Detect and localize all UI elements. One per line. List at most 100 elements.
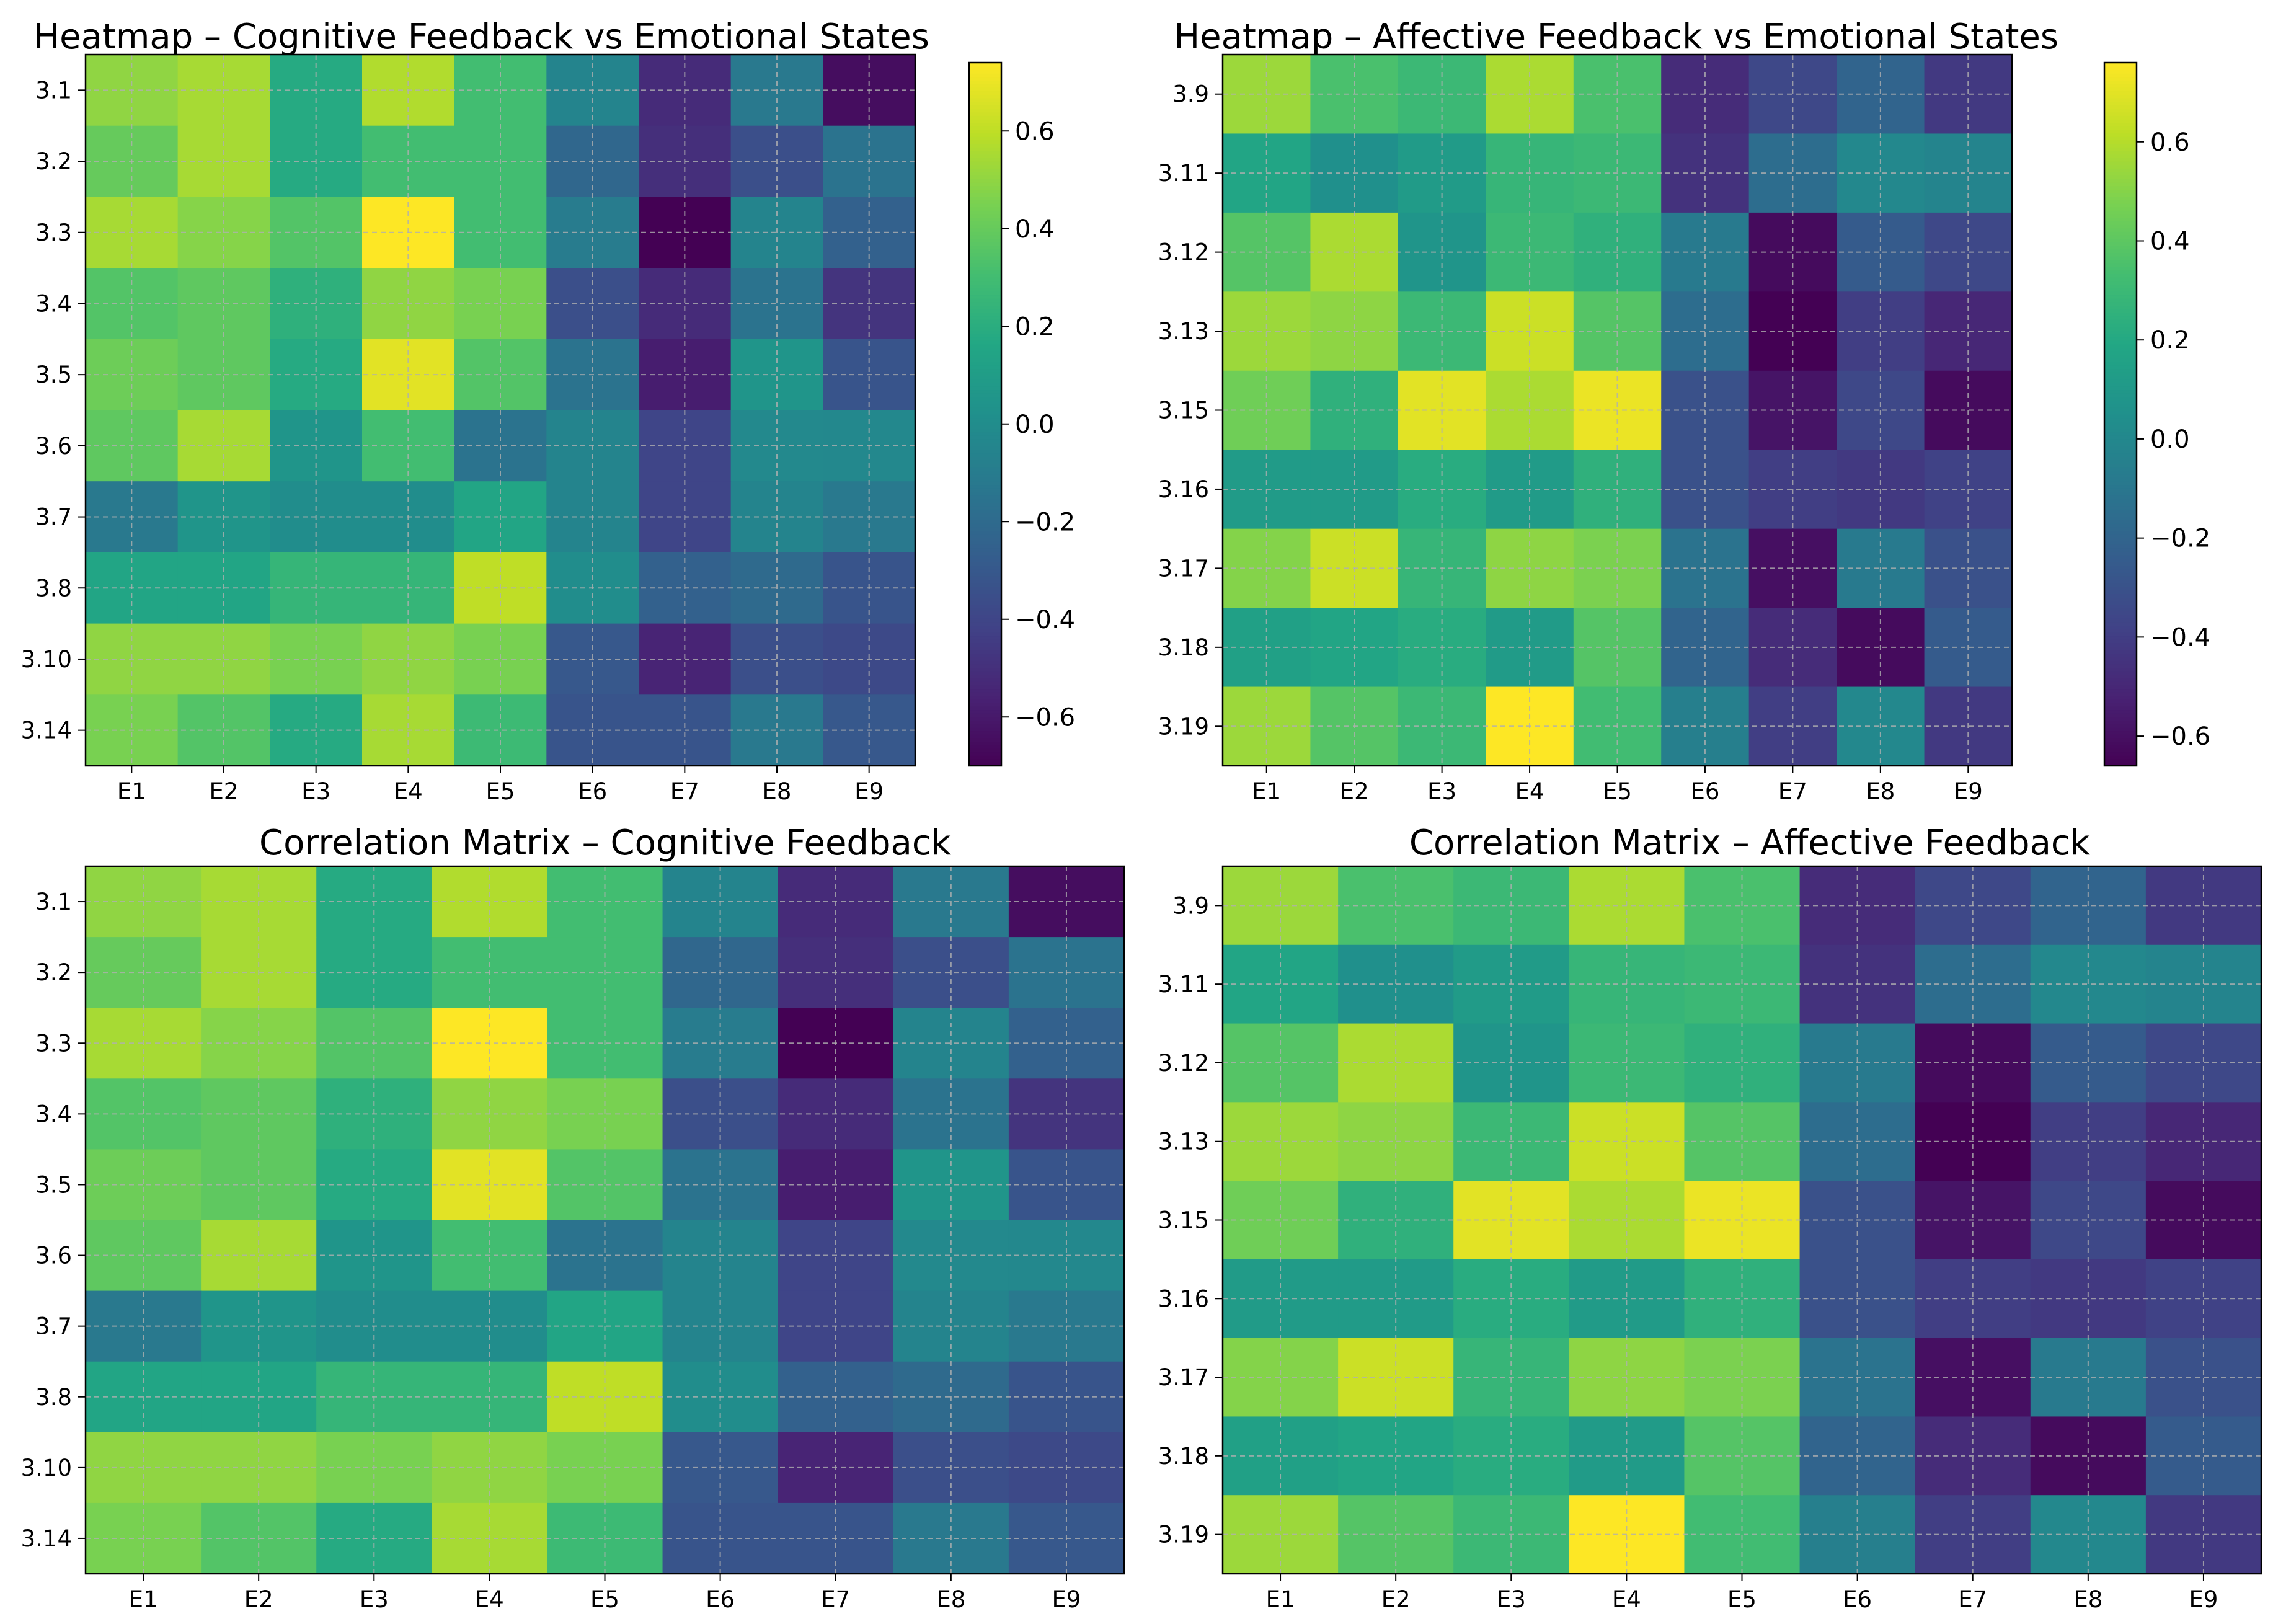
colorbar-segment <box>2104 618 2137 623</box>
colorbar-segment <box>969 259 1001 264</box>
colorbar-segment <box>2104 562 2137 566</box>
colorbar-segment <box>969 730 1001 735</box>
colorbar-segment <box>2104 657 2137 661</box>
colorbar-segment <box>969 150 1001 155</box>
colorbar-segment <box>2104 533 2137 538</box>
y-tick-label: 3.11 <box>1158 160 1209 187</box>
colorbar-segment <box>969 263 1001 267</box>
colorbar-segment <box>969 632 1001 637</box>
colorbar-segment <box>969 308 1001 313</box>
colorbar-segment <box>2104 266 2137 271</box>
colorbar-segment <box>2104 368 2137 373</box>
colorbar-segment <box>969 273 1001 278</box>
colorbar-segment <box>2104 228 2137 232</box>
colorbar-segment <box>969 615 1001 619</box>
colorbar-segment <box>2104 727 2137 732</box>
colorbar-segment <box>969 66 1001 71</box>
colorbar-segment <box>2104 653 2137 658</box>
colorbar-segment <box>969 530 1001 535</box>
colorbar-segment <box>969 477 1001 482</box>
colorbar-segment <box>969 660 1001 665</box>
colorbar-segment <box>969 203 1001 208</box>
colorbar-segment <box>2104 284 2137 288</box>
colorbar-segment <box>969 301 1001 306</box>
colorbar-segment <box>2104 421 2137 425</box>
y-tick-label: 3.9 <box>1172 81 1209 108</box>
colorbar-segment <box>2104 523 2137 528</box>
colorbar-segment <box>969 509 1001 513</box>
colorbar-segment <box>2104 502 2137 507</box>
colorbar-segment <box>969 691 1001 696</box>
x-tick-label: E1 <box>117 778 146 805</box>
colorbar-segment <box>969 467 1001 471</box>
colorbar-segment <box>2104 182 2137 187</box>
colorbar-segment <box>2104 150 2137 155</box>
y-tick-label: 3.12 <box>1158 239 1209 266</box>
colorbar-segment <box>969 287 1001 292</box>
colorbar-segment <box>969 347 1001 352</box>
colorbar-segment <box>2104 76 2137 81</box>
colorbar-segment <box>2104 340 2137 345</box>
colorbar-segment <box>969 618 1001 623</box>
y-tick-label: 3.17 <box>1158 555 1209 582</box>
colorbar-tick-label: 0.6 <box>2150 128 2190 157</box>
colorbar-segment <box>2104 389 2137 394</box>
colorbar-segment <box>969 118 1001 123</box>
colorbar: 0.6 0.4 0.2 0.0 −0.2 −0.4 −0.6 <box>2103 61 2210 767</box>
colorbar-segment <box>2104 122 2137 126</box>
colorbar-segment <box>2104 298 2137 303</box>
colorbar-segment <box>2104 291 2137 296</box>
x-tick-label: E8 <box>763 778 792 805</box>
colorbar-segment <box>969 734 1001 739</box>
colorbar-segment <box>969 73 1001 78</box>
colorbar-segment <box>969 319 1001 324</box>
colorbar-segment <box>969 105 1001 109</box>
x-tick-label: E8 <box>2073 1586 2102 1613</box>
colorbar-tick-label: 0.4 <box>2150 227 2190 255</box>
x-tick-label: E3 <box>1497 1586 1526 1613</box>
colorbar-segment <box>2104 326 2137 331</box>
x-tick-label: E6 <box>1690 778 1719 805</box>
colorbar-segment <box>969 358 1001 362</box>
colorbar-segment <box>969 533 1001 538</box>
colorbar-segment <box>969 84 1001 88</box>
colorbar-segment <box>969 91 1001 95</box>
y-tick-label: 3.1 <box>35 889 72 915</box>
colorbar-segment <box>969 674 1001 679</box>
colorbar-segment <box>969 393 1001 397</box>
x-tick-label: E2 <box>210 778 239 805</box>
colorbar-segment <box>2104 118 2137 123</box>
colorbar-segment <box>969 569 1001 573</box>
colorbar-segment <box>2104 185 2137 190</box>
colorbar-segment <box>969 741 1001 745</box>
colorbar-segment <box>969 231 1001 236</box>
x-tick-label: E5 <box>590 1586 619 1613</box>
colorbar-segment <box>2104 396 2137 401</box>
y-tick-label: 3.7 <box>35 1313 72 1340</box>
colorbar-segment <box>2104 316 2137 320</box>
colorbar-segment <box>2104 200 2137 204</box>
colorbar-segment <box>2104 593 2137 598</box>
colorbar-segment <box>969 432 1001 436</box>
colorbar-segment <box>969 484 1001 489</box>
colorbar-segment <box>969 196 1001 200</box>
y-tick-label: 3.8 <box>35 575 72 601</box>
y-tick-label: 3.12 <box>1158 1050 1209 1076</box>
colorbar-segment <box>2104 308 2137 313</box>
colorbar-frame <box>2103 61 2138 767</box>
colorbar-segment <box>969 322 1001 327</box>
colorbar-segment <box>2104 512 2137 517</box>
x-tick-label: E6 <box>1843 1586 1872 1613</box>
y-tick-label: 3.16 <box>1158 476 1209 503</box>
y-tick-label: 3.6 <box>35 1243 72 1269</box>
x-tick-label: E9 <box>854 778 884 805</box>
y-tick-label: 3.13 <box>1158 318 1209 345</box>
colorbar-segment <box>969 520 1001 524</box>
colorbar-segment <box>2104 213 2137 218</box>
colorbar-segment <box>969 428 1001 433</box>
colorbar-segment <box>969 108 1001 113</box>
colorbar-segment <box>969 179 1001 183</box>
x-tick-label: E4 <box>1612 1586 1641 1613</box>
colorbar-segment <box>969 228 1001 232</box>
